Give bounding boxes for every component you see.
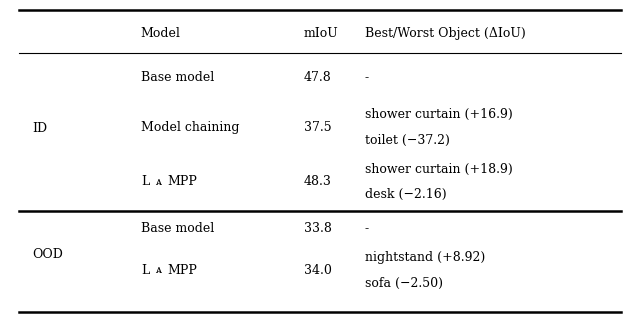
Text: toilet (−37.2): toilet (−37.2) <box>365 134 450 147</box>
Text: L: L <box>141 175 149 188</box>
Text: MPP: MPP <box>168 264 198 277</box>
Text: -: - <box>365 71 369 84</box>
Text: 37.5: 37.5 <box>304 121 332 134</box>
Text: OOD: OOD <box>32 248 63 261</box>
Text: sofa (−2.50): sofa (−2.50) <box>365 277 443 290</box>
Text: shower curtain (+18.9): shower curtain (+18.9) <box>365 163 513 175</box>
Text: Base model: Base model <box>141 222 214 235</box>
Text: 33.8: 33.8 <box>304 222 332 235</box>
Text: Model chaining: Model chaining <box>141 121 239 134</box>
Text: 47.8: 47.8 <box>304 71 332 84</box>
Text: L: L <box>141 264 149 277</box>
Text: ID: ID <box>32 122 47 135</box>
Text: nightstand (+8.92): nightstand (+8.92) <box>365 251 485 264</box>
Text: mIoU: mIoU <box>304 27 339 40</box>
Text: -: - <box>365 222 369 235</box>
Text: 48.3: 48.3 <box>304 175 332 188</box>
Text: ᴀ: ᴀ <box>155 177 161 187</box>
Text: Best/Worst Object (ΔIoU): Best/Worst Object (ΔIoU) <box>365 27 525 40</box>
Text: shower curtain (+16.9): shower curtain (+16.9) <box>365 108 513 121</box>
Text: Model: Model <box>141 27 180 40</box>
Text: ᴀ: ᴀ <box>155 265 161 276</box>
Text: MPP: MPP <box>168 175 198 188</box>
Text: desk (−2.16): desk (−2.16) <box>365 188 447 201</box>
Text: 34.0: 34.0 <box>304 264 332 277</box>
Text: Base model: Base model <box>141 71 214 84</box>
